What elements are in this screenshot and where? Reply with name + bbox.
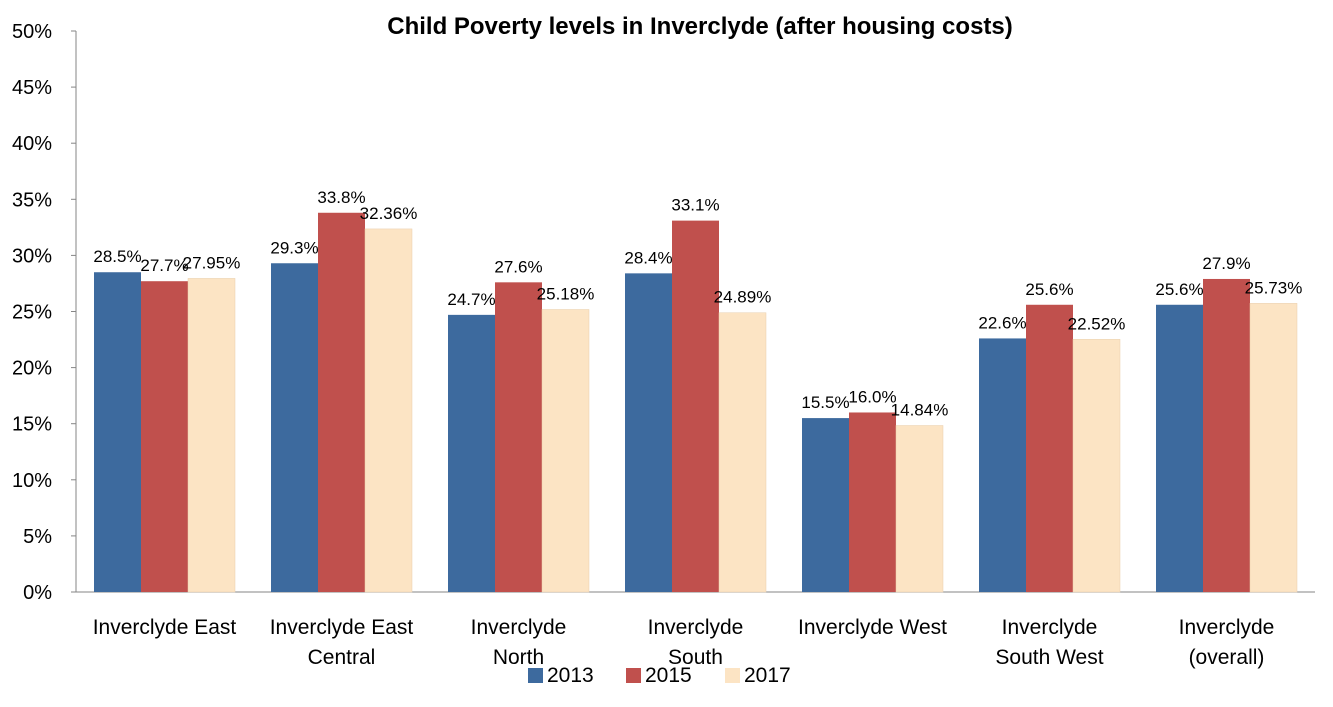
bar-2017 <box>541 309 590 593</box>
y-tick-label: 10% <box>12 470 52 492</box>
data-label-2015: 33.1% <box>671 196 719 215</box>
data-label-2015: 33.8% <box>317 188 365 207</box>
chart-title: Child Poverty levels in Inverclyde (afte… <box>387 13 1013 40</box>
legend-label-2015: 2015 <box>645 664 692 687</box>
y-tick-label: 45% <box>12 77 52 99</box>
data-label-2015: 27.6% <box>494 257 542 276</box>
bar-2013 <box>979 338 1026 592</box>
bar-2013 <box>802 418 849 592</box>
bar-2017 <box>1072 339 1121 593</box>
data-label-2013: 28.4% <box>624 248 672 267</box>
data-label-2017: 24.89% <box>714 288 772 307</box>
legend-label-2013: 2013 <box>547 664 594 687</box>
bar-2013 <box>625 273 672 592</box>
x-tick-label: Inverclyde North <box>471 616 567 669</box>
bar-2017 <box>1249 303 1298 593</box>
data-label-2015: 27.7% <box>140 256 188 275</box>
x-tick-label: Inverclyde South West <box>995 616 1103 669</box>
bar-2015 <box>495 282 542 592</box>
y-tick-label: 25% <box>12 302 52 324</box>
data-label-2015: 25.6% <box>1025 280 1073 299</box>
data-label-2017: 25.18% <box>537 284 595 303</box>
bar-2017 <box>718 312 767 593</box>
x-tick-label: Inverclyde East Central <box>270 616 414 669</box>
y-tick-label: 30% <box>12 245 52 267</box>
data-label-2017: 22.52% <box>1068 314 1126 333</box>
bars <box>94 212 1298 593</box>
data-labels: 28.5%27.7%27.95% 29.3% 33.8%32.36% 24.7% 27.… <box>93 188 1302 420</box>
data-label-2015: 16.0% <box>848 387 896 406</box>
data-label-2017: 27.95% <box>183 253 241 272</box>
y-tick-label: 50% <box>12 21 52 43</box>
data-label-2017: 25.73% <box>1245 278 1303 297</box>
bar-2015 <box>1203 278 1250 592</box>
data-label-2013: 24.7% <box>447 290 495 309</box>
legend: 2013 2015 2017 <box>528 664 791 687</box>
bar-2017 <box>895 425 944 593</box>
y-tick-label: 40% <box>12 133 52 155</box>
legend-label-2017: 2017 <box>744 664 791 687</box>
bar-2013 <box>271 263 318 592</box>
data-label-2013: 22.6% <box>978 313 1026 332</box>
y-tick-label: 15% <box>12 414 52 436</box>
y-tick-label: 0% <box>23 582 52 604</box>
x-tick-label: Inverclyde East <box>93 616 237 639</box>
legend-swatch-2017 <box>725 668 740 683</box>
y-tick-label: 5% <box>23 526 52 548</box>
y-tick-label: 20% <box>12 358 52 380</box>
x-tick-label: Inverclyde West <box>798 616 947 639</box>
bar-2015 <box>318 212 365 592</box>
data-label-2013: 28.5% <box>93 247 141 266</box>
x-tick-label: Inverclyde (overall) <box>1179 616 1275 669</box>
bar-2013 <box>1156 304 1203 592</box>
data-label-2013: 25.6% <box>1155 280 1203 299</box>
data-label-2013: 29.3% <box>270 238 318 257</box>
data-label-2015: 27.9% <box>1202 254 1250 273</box>
bar-2013 <box>94 272 141 592</box>
x-tick-label: Inverclyde South <box>648 616 744 669</box>
bar-2015 <box>141 281 188 592</box>
data-label-2013: 15.5% <box>801 393 849 412</box>
legend-swatch-2013 <box>528 668 543 683</box>
x-axis-labels: Inverclyde East Inverclyde East Central Inv… <box>93 616 1275 669</box>
bar-2017 <box>364 228 413 593</box>
bar-2015 <box>672 220 719 593</box>
data-label-2017: 32.36% <box>360 204 418 223</box>
bar-2017 <box>187 278 236 593</box>
data-label-2017: 14.84% <box>891 400 949 419</box>
legend-swatch-2015 <box>626 668 641 683</box>
bar-2013 <box>448 314 495 592</box>
bar-2015 <box>849 412 896 592</box>
axes: 0% 5% 10% 15% 20% 25% 30% 35% 40% 45% 50% <box>12 21 1315 604</box>
bar-2015 <box>1026 304 1073 592</box>
y-tick-label: 35% <box>12 189 52 211</box>
